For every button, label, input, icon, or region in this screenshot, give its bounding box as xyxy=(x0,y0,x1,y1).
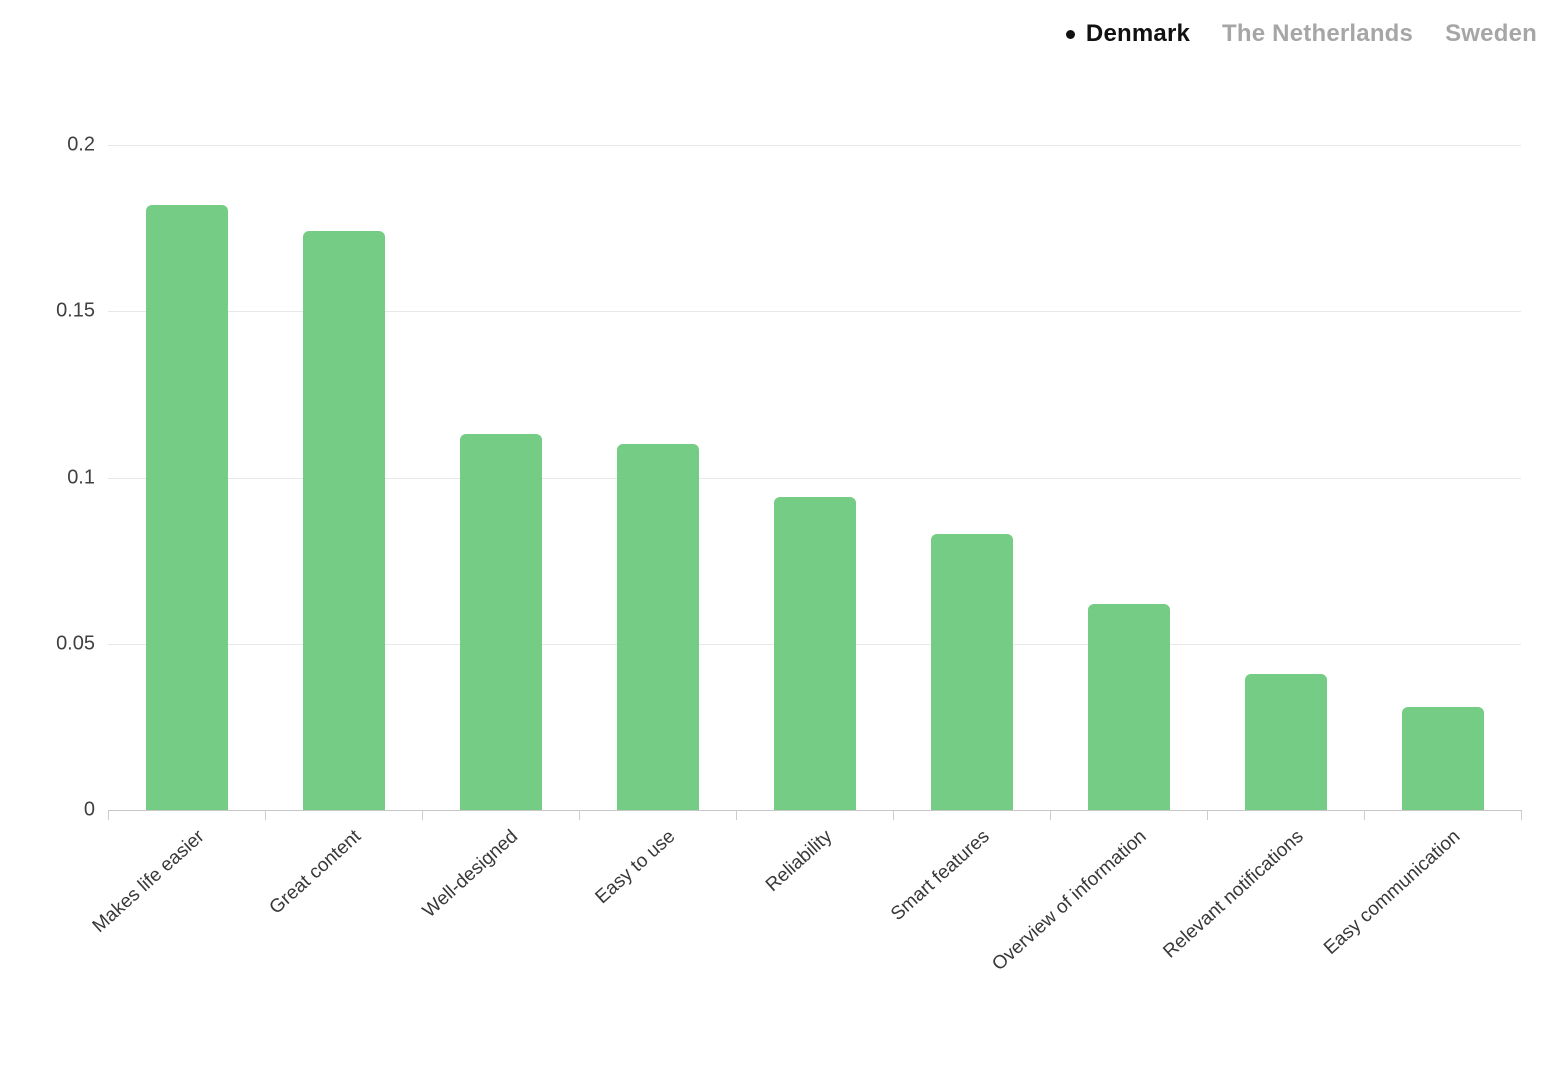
x-axis-tick xyxy=(1207,810,1208,820)
bar-overview-of-information[interactable] xyxy=(1087,603,1170,810)
x-axis-line xyxy=(108,810,1521,811)
x-axis-tick xyxy=(1521,810,1522,820)
bar-great-content[interactable] xyxy=(302,231,385,810)
x-axis-tick xyxy=(736,810,737,820)
x-axis-tick xyxy=(422,810,423,820)
bar-relevant-notifications[interactable] xyxy=(1244,673,1327,810)
bar-easy-communication[interactable] xyxy=(1401,706,1484,810)
gridline-0.1 xyxy=(108,477,1521,479)
bar-smart-features[interactable] xyxy=(930,534,1013,810)
y-axis-tick-label: 0.2 xyxy=(67,133,95,156)
x-axis-category-label-easy-communication: Easy communication xyxy=(1320,826,1465,959)
x-axis-tick xyxy=(893,810,894,820)
y-axis-tick-label: 0.15 xyxy=(56,299,95,322)
x-axis-tick xyxy=(579,810,580,820)
x-axis-category-label-reliability: Reliability xyxy=(762,826,837,897)
x-axis-tick xyxy=(1050,810,1051,820)
x-axis-category-label-relevant-notifications: Relevant notifications xyxy=(1159,826,1308,963)
legend-item-label: The Netherlands xyxy=(1222,20,1414,47)
bar-makes-life-easier[interactable] xyxy=(145,204,228,810)
gridline-0.2 xyxy=(108,145,1521,146)
x-axis-category-label-easy-to-use: Easy to use xyxy=(591,826,680,909)
y-axis-tick-label: 0.05 xyxy=(56,632,95,655)
y-axis-tick-label: 0 xyxy=(83,798,95,821)
x-axis-tick xyxy=(265,810,266,820)
bar-well-designed[interactable] xyxy=(459,434,542,810)
legend-item-sweden[interactable]: Sweden xyxy=(1445,20,1537,48)
legend-item-denmark[interactable]: Denmark xyxy=(1065,20,1191,48)
legend: Denmark The Netherlands Sweden xyxy=(1065,20,1537,48)
x-axis-category-label-well-designed: Well-designed xyxy=(419,826,523,922)
x-axis-tick xyxy=(1364,810,1365,820)
legend-item-label: Sweden xyxy=(1445,20,1537,47)
x-axis-category-label-makes-life-easier: Makes life easier xyxy=(88,826,209,937)
x-axis-category-label-smart-features: Smart features xyxy=(886,826,994,925)
bar-easy-to-use[interactable] xyxy=(616,444,699,810)
legend-item-label: Denmark xyxy=(1085,20,1191,47)
gridline-0.15 xyxy=(108,311,1521,313)
x-axis-category-label-great-content: Great content xyxy=(265,826,366,919)
legend-item-the-netherlands[interactable]: The Netherlands xyxy=(1222,20,1413,48)
x-axis-tick xyxy=(108,810,109,820)
legend-marker-dot-icon xyxy=(1065,29,1075,39)
y-axis-tick-label: 0.1 xyxy=(67,466,95,488)
x-axis-category-label-overview-of-information: Overview of information xyxy=(988,826,1151,976)
bar-reliability[interactable] xyxy=(773,497,856,810)
